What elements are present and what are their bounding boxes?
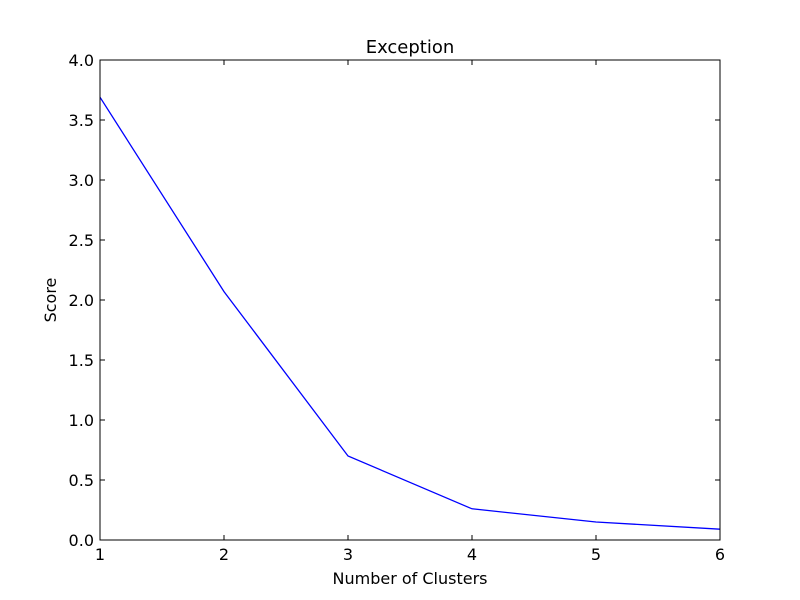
series-line [99, 96, 721, 530]
x-tick-label: 3 [343, 545, 353, 564]
y-tick-label: 2.5 [69, 231, 94, 250]
chart-title: Exception [366, 37, 455, 58]
y-tick-label: 1.0 [69, 411, 94, 430]
x-tick-label: 2 [219, 545, 229, 564]
x-tick-label: 6 [715, 545, 725, 564]
plot-frame [99, 59, 721, 541]
y-tick-label: 0.0 [69, 531, 94, 550]
y-tick-label: 0.5 [69, 471, 94, 490]
x-tick-label: 1 [95, 545, 105, 564]
y-axis-ticks: 0.0 0.5 1.0 1.5 2.0 2.5 3.0 3.5 4.0 [69, 51, 720, 550]
x-axis-label: Number of Clusters [333, 569, 488, 588]
y-tick-label: 4.0 [69, 51, 94, 70]
series-group [99, 96, 721, 530]
x-axis-ticks: 1 2 3 4 5 6 [95, 60, 725, 564]
y-tick-label: 2.0 [69, 291, 94, 310]
y-tick-label: 3.0 [69, 171, 94, 190]
x-tick-label: 4 [467, 545, 477, 564]
x-tick-label: 5 [591, 545, 601, 564]
y-axis-label: Score [41, 278, 60, 323]
y-tick-label: 3.5 [69, 111, 94, 130]
y-tick-label: 1.5 [69, 351, 94, 370]
